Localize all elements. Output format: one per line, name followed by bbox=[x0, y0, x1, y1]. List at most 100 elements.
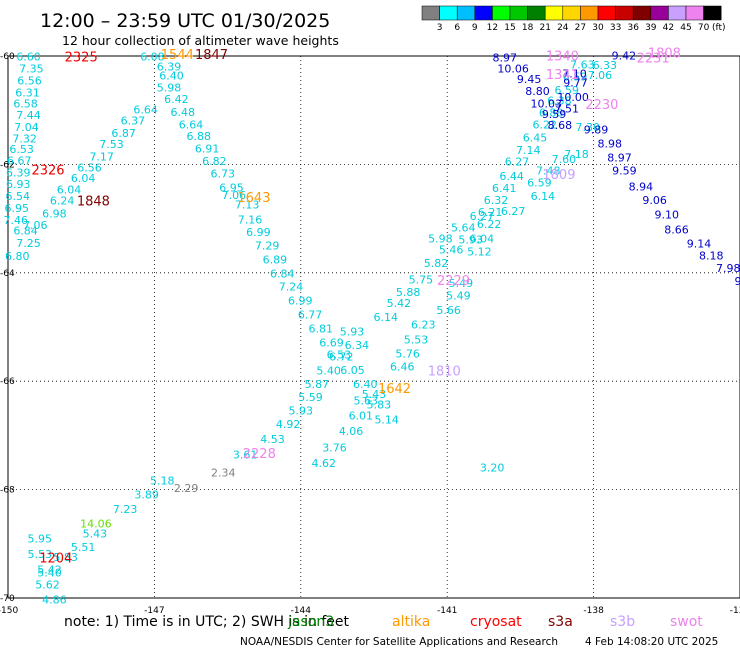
data-label-swh: 5.66 bbox=[436, 304, 461, 317]
data-label-swh: 5.18 bbox=[150, 474, 175, 487]
data-label-swh: 6.95 bbox=[5, 202, 30, 215]
data-label-swh: 6.53 bbox=[9, 143, 34, 156]
y-tick-label: -66 bbox=[0, 377, 15, 387]
colorbar-swatch bbox=[562, 5, 581, 21]
colorbar-swatch bbox=[474, 5, 493, 21]
data-label-swh: 3.89 bbox=[134, 488, 159, 501]
colorbar-swatch bbox=[632, 5, 652, 21]
data-label-swh: 6.14 bbox=[531, 190, 556, 203]
data-label-swot: 1808 bbox=[648, 46, 681, 61]
data-label-swh_high: 8.66 bbox=[664, 223, 689, 236]
data-label-swh_high: 9.42 bbox=[612, 49, 637, 62]
data-label-swh: 6.95 bbox=[219, 182, 244, 195]
data-label-swh: 7.18 bbox=[564, 148, 589, 161]
data-label-swh: 7.04 bbox=[14, 121, 39, 134]
legend-note: note: 1) Time is in UTC; 2) SWH is in fe… bbox=[64, 614, 350, 630]
data-label-swh: 5.98 bbox=[428, 233, 453, 246]
data-label-swh_high: 8.97 bbox=[493, 52, 518, 65]
data-label-swh: 6.80 bbox=[5, 250, 30, 263]
data-label-swh: 6.44 bbox=[499, 170, 524, 183]
data-label-swh: 5.93 bbox=[340, 325, 365, 338]
data-label-altika: 1643 bbox=[237, 191, 270, 206]
data-label-swh: 6.04 bbox=[71, 172, 96, 185]
data-label-swh_high: 7.51 bbox=[555, 103, 580, 116]
chart-title: 12:00 – 23:59 UTC 01/30/2025 bbox=[40, 10, 330, 32]
data-label-swh: 3.20 bbox=[480, 461, 505, 474]
data-label-swh: 5.83 bbox=[53, 551, 78, 564]
data-label-swh: 5.63 bbox=[353, 395, 378, 408]
data-label-swh: 6.99 bbox=[246, 226, 271, 239]
data-label-swh: 3.61 bbox=[233, 448, 258, 461]
colorbar-label: 30 bbox=[592, 23, 604, 33]
colorbar-label: 3 bbox=[437, 23, 443, 33]
x-tick-label: -135 bbox=[730, 606, 740, 616]
legend-entry-s3b: s3b bbox=[610, 614, 635, 630]
data-label-swh: 5.49 bbox=[449, 277, 474, 290]
data-label-swh_high: 8.80 bbox=[525, 85, 550, 98]
data-label-swh: 6.38 bbox=[547, 94, 572, 107]
colorbar-label: 70 bbox=[698, 23, 710, 33]
chart-subtitle: 12 hour collection of altimeter wave hei… bbox=[62, 33, 339, 48]
legend-entry-altika: altika bbox=[392, 614, 430, 630]
data-label-swh_high: 9.59 bbox=[542, 108, 567, 121]
x-tick-label: -141 bbox=[437, 606, 457, 616]
colorbar-swatch bbox=[685, 5, 704, 21]
data-label-swh: 6.05 bbox=[340, 364, 365, 377]
data-label-swh: 7.53 bbox=[99, 138, 124, 151]
data-label-swh: 6.41 bbox=[492, 182, 517, 195]
data-label-cryosat: 2326 bbox=[31, 163, 64, 178]
data-label-swh: 6.58 bbox=[13, 98, 38, 111]
x-tick-label: -147 bbox=[144, 606, 164, 616]
data-label-swh: 6.84 bbox=[13, 225, 38, 238]
data-label-swh: 7.32 bbox=[12, 132, 37, 145]
data-label-swh: 5.76 bbox=[395, 348, 420, 361]
legend-entry-jason3: jason3 bbox=[287, 614, 334, 630]
data-label-swh: 5.49 bbox=[446, 290, 471, 303]
data-label-swh_high: 8.68 bbox=[548, 119, 573, 132]
data-label-swh: 6.64 bbox=[179, 118, 204, 131]
data-label-swh: 5.93 bbox=[458, 234, 483, 247]
x-tick-label: -138 bbox=[583, 606, 604, 616]
data-label-swh: 6.53 bbox=[327, 349, 352, 362]
data-label-swh: 6.82 bbox=[202, 155, 227, 168]
data-label-swot: 2230 bbox=[585, 98, 618, 113]
data-label-swh: 5.12 bbox=[467, 246, 492, 259]
data-label-swh: 5.43 bbox=[362, 388, 387, 401]
colorbar-label: 9 bbox=[472, 23, 478, 33]
data-label-swh: 7.25 bbox=[16, 237, 41, 250]
data-label-jason3: 14.06 bbox=[80, 518, 112, 531]
data-label-swh: 6.34 bbox=[345, 339, 370, 352]
data-label-swh: 6.67 bbox=[7, 155, 32, 168]
data-label-swh_high: 9 bbox=[735, 275, 740, 288]
colorbar-swatch bbox=[456, 5, 476, 21]
data-label-swh: 5.42 bbox=[387, 297, 412, 310]
data-label-swh: 5.88 bbox=[396, 286, 421, 299]
data-label-swh: 6.24 bbox=[50, 195, 75, 208]
colorbar-label: 21 bbox=[539, 23, 550, 33]
data-label-swh: 5.51 bbox=[71, 541, 96, 554]
data-label-swot: 1341 bbox=[546, 68, 579, 83]
data-label-swh: 5.53 bbox=[404, 333, 429, 346]
data-label-swh: 6.31 bbox=[15, 86, 40, 99]
data-label-cryosat: 2325 bbox=[65, 51, 98, 66]
y-tick-label: -70 bbox=[0, 594, 15, 604]
wave-height-colorbar: 3 6 9 12 15 18 21 24 27 30 33 36 39 42 45 70 bbox=[421, 5, 722, 33]
data-label-swh: 5.75 bbox=[409, 273, 434, 286]
data-label-swh: 7.24 bbox=[279, 280, 304, 293]
satellite-legend: jason3 altika cryosat s3a s3b swot bbox=[287, 614, 703, 630]
data-label-swh: 5.40 bbox=[316, 364, 341, 377]
x-tick-label: -144 bbox=[291, 606, 312, 616]
data-label-swh: 5.40 bbox=[37, 567, 62, 580]
data-label-swh: 6.88 bbox=[187, 130, 212, 143]
data-label-swh: 6.32 bbox=[484, 194, 509, 207]
y-tick-label: -62 bbox=[0, 160, 15, 170]
colorbar-swatch bbox=[544, 5, 564, 21]
data-label-swh_high: 9.89 bbox=[584, 124, 609, 137]
data-label-swh: 6.88 bbox=[539, 106, 564, 119]
y-axis-ticks: -60 -62 -64 -66 -68 -70 bbox=[0, 52, 15, 604]
data-label-swh: 6.89 bbox=[263, 253, 288, 266]
data-label-swh: 7.60 bbox=[552, 153, 577, 166]
data-label-swh: 6.99 bbox=[288, 294, 313, 307]
data-label-swot: 1340 bbox=[546, 50, 579, 65]
